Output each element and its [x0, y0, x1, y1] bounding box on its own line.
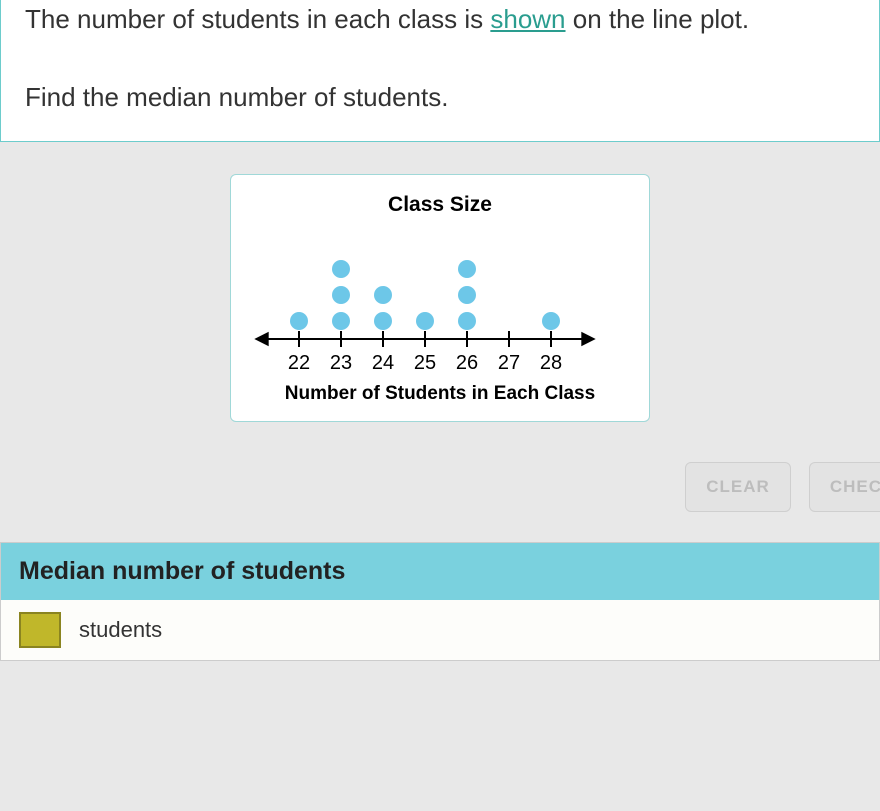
plot-xlabel: Number of Students in Each Class	[251, 383, 629, 405]
plot-area: Class Size 22 23 24 25 26 27 28 Number of Stud…	[0, 142, 880, 438]
answer-header: Median number of students	[1, 543, 879, 600]
plot-card: Class Size 22 23 24 25 26 27 28 Number of Stud…	[230, 174, 650, 422]
clear-button[interactable]: CLEAR	[685, 462, 791, 512]
line-plot: 22 23 24 25 26 27 28	[251, 229, 631, 379]
svg-text:22: 22	[288, 352, 310, 374]
check-button[interactable]: CHEC	[809, 462, 880, 512]
button-row: CLEAR CHEC	[0, 438, 880, 542]
question-line1-pre: The number of students in each class is	[25, 4, 490, 34]
question-line1-post: on the line plot.	[566, 4, 750, 34]
plot-title: Class Size	[251, 193, 629, 217]
answer-body: students	[1, 600, 879, 660]
question-box: The number of students in each class is …	[0, 0, 880, 142]
question-line2: Find the median number of students.	[25, 82, 448, 112]
svg-text:26: 26	[456, 352, 478, 374]
answer-input-swatch[interactable]	[19, 612, 61, 648]
svg-text:23: 23	[330, 352, 352, 374]
question-text: The number of students in each class is …	[25, 0, 855, 117]
svg-text:24: 24	[372, 352, 394, 374]
shown-link[interactable]: shown	[490, 4, 565, 34]
answer-unit-label: students	[79, 617, 162, 643]
answer-section: Median number of students students	[0, 542, 880, 661]
svg-text:25: 25	[414, 352, 436, 374]
svg-text:28: 28	[540, 352, 562, 374]
svg-text:27: 27	[498, 352, 520, 374]
